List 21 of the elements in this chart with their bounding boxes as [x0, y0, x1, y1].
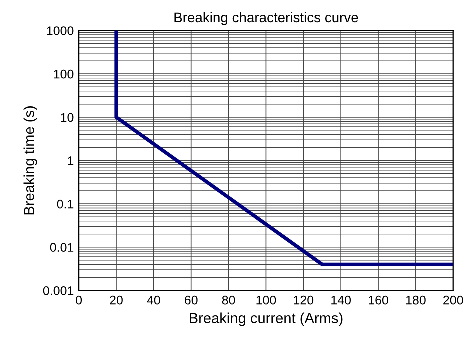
x-tick-label: 60 [185, 296, 198, 305]
x-tick-label: 180 [406, 296, 426, 305]
chart-title: Breaking characteristics curve [174, 12, 358, 26]
x-tick-label: 20 [110, 296, 123, 305]
y-tick-label: 1000 [47, 26, 74, 36]
x-tick-label: 40 [147, 296, 160, 305]
x-tick-label: 0 [76, 296, 82, 305]
y-tick-label: 10 [61, 113, 74, 122]
x-tick-label: 120 [294, 296, 314, 305]
x-tick-label: 80 [222, 296, 236, 305]
y-tick-label: 0.001 [43, 286, 74, 296]
x-axis-title: Breaking current (Arms) [190, 312, 343, 326]
x-tick-label: 140 [332, 296, 352, 305]
y-tick-label: 1 [68, 156, 74, 166]
x-tick-label: 160 [369, 296, 388, 305]
x-tick-label: 200 [444, 296, 464, 305]
x-tick-label: 100 [256, 296, 276, 305]
y-tick-label: 0.1 [57, 200, 74, 209]
y-axis-title: Breaking time (s) [24, 106, 38, 215]
y-tick-label: 100 [54, 70, 74, 79]
y-tick-label: 0.01 [50, 243, 74, 252]
